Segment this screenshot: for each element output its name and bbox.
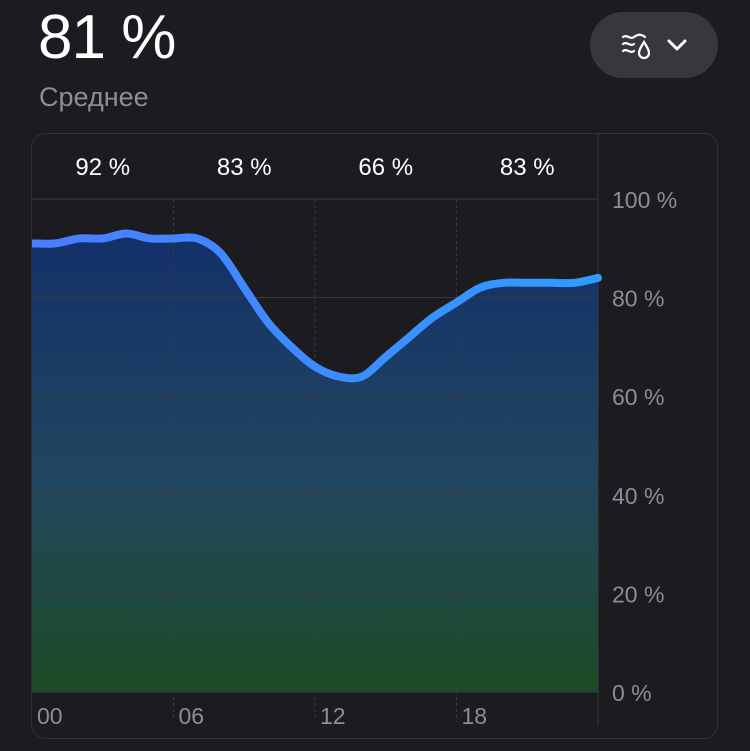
average-caption: Среднее — [39, 82, 149, 112]
metric-selector-button[interactable] — [590, 12, 718, 78]
period-label: 83 % — [500, 154, 555, 181]
x-tick-label: 06 — [179, 703, 205, 729]
period-label: 66 % — [358, 154, 413, 181]
y-tick-label: 60 % — [612, 384, 664, 410]
y-tick-label: 40 % — [612, 483, 664, 509]
y-tick-label: 0 % — [612, 680, 652, 706]
average-value: 81 % — [38, 3, 176, 72]
period-label: 92 % — [75, 154, 130, 181]
x-tick-label: 12 — [320, 703, 346, 729]
chart-panel: 0 % 20 % 40 % 60 % 80 % 100 % 00 06 12 18 92 % 83 %… — [31, 133, 718, 739]
series-line — [32, 229, 602, 383]
y-tick-label: 20 % — [612, 581, 664, 607]
y-tick-label: 100 % — [612, 187, 677, 213]
humidity-icon — [620, 30, 654, 60]
humidity-chart: 0 % 20 % 40 % 60 % 80 % 100 % 00 06 12 18 92 % 83 %… — [32, 134, 677, 729]
chevron-down-icon — [666, 38, 688, 52]
x-tick-label: 18 — [462, 703, 488, 729]
period-label: 83 % — [217, 154, 272, 181]
x-tick-label: 00 — [37, 703, 63, 729]
y-tick-label: 80 % — [612, 286, 664, 312]
